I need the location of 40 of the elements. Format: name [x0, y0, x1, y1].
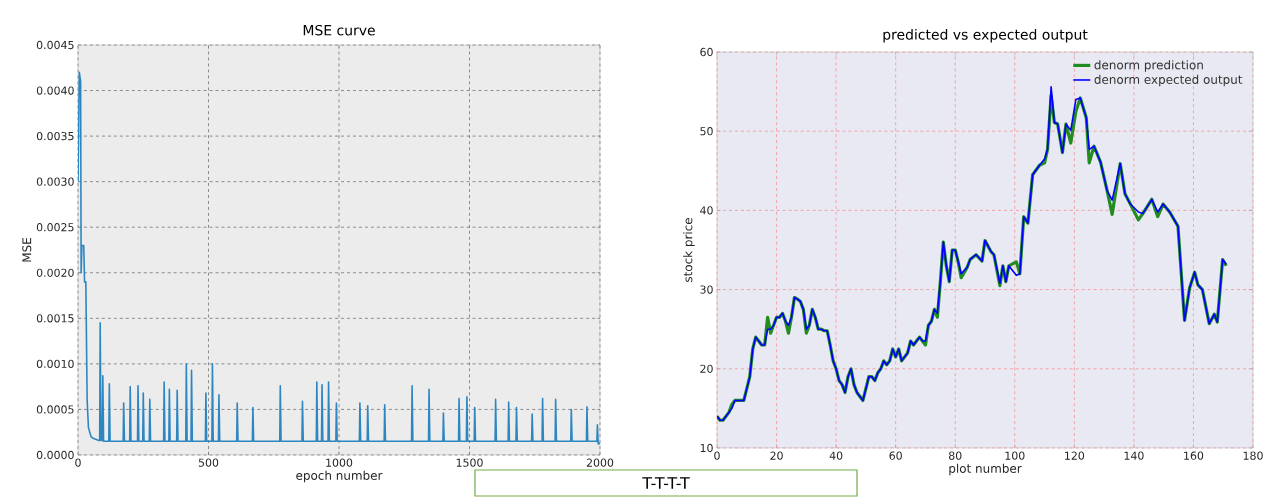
chart-title: MSE curve: [303, 24, 375, 36]
y-tick-label: 60: [700, 47, 713, 57]
x-tick-label: 160: [1184, 451, 1204, 460]
y-tick-label: 0.0025: [36, 223, 74, 232]
x-tick-label: 40: [829, 451, 843, 460]
x-tick-label: 1500: [456, 458, 483, 467]
y-tick-label: 50: [700, 127, 713, 136]
y-axis-title: stock price: [683, 217, 695, 282]
x-tick-label: 1000: [326, 458, 353, 467]
x-tick-label: 2000: [586, 458, 614, 467]
x-tick-label: 0: [714, 451, 720, 460]
y-tick-label: 0.0020: [36, 268, 74, 277]
x-tick-label: 500: [198, 458, 219, 467]
x-tick-label: 20: [770, 451, 783, 460]
legend-label: denorm prediction: [1094, 60, 1203, 72]
x-axis-title: epoch number: [296, 470, 383, 483]
y-tick-label: 0.0015: [36, 314, 74, 323]
y-tick-label: 0.0010: [36, 359, 74, 369]
y-tick-label: 0.0000: [36, 450, 74, 460]
y-tick-label: 40: [700, 206, 713, 215]
y-tick-label: 0.0035: [36, 131, 74, 141]
y-tick-label: 20: [700, 364, 713, 373]
x-tick-label: 120: [1065, 451, 1085, 460]
x-tick-label: 60: [889, 451, 902, 460]
x-tick-label: 140: [1124, 451, 1144, 460]
x-tick-label: 180: [1243, 451, 1263, 460]
y-tick-label: 30: [700, 285, 713, 294]
y-tick-label: 10: [700, 443, 713, 453]
y-tick-label: 0.0030: [36, 177, 74, 186]
x-tick-label: 80: [949, 451, 962, 460]
x-tick-label: 100: [1005, 451, 1025, 460]
y-tick-label: 0.0040: [36, 86, 74, 95]
y-axis-title: MSE: [22, 238, 32, 262]
y-tick-label: 0.0005: [36, 405, 74, 414]
y-tick-label: 0.0045: [36, 40, 74, 50]
x-axis-title: plot number: [949, 463, 1022, 476]
x-tick-label: 0: [75, 458, 81, 467]
legend-label: denorm expected output: [1094, 74, 1243, 87]
text: T-T-T-T: [642, 477, 690, 489]
chart-title: predicted vs expected output: [883, 28, 1088, 43]
